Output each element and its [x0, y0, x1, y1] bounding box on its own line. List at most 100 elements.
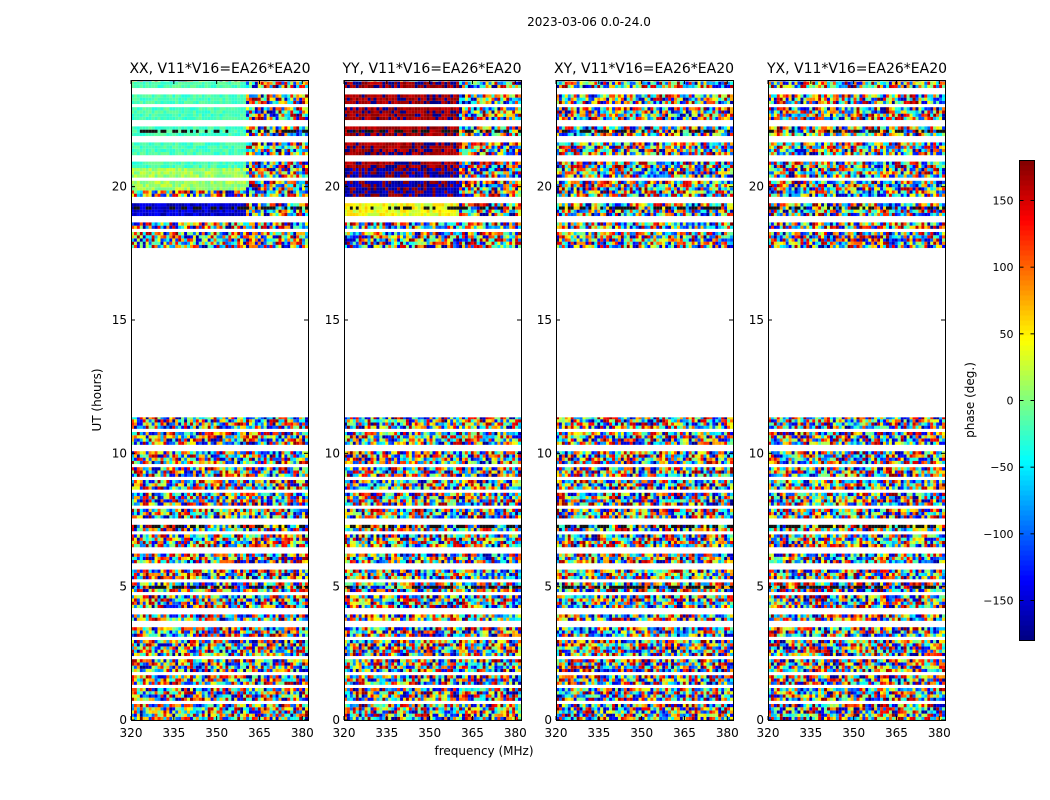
- heatmap-cell: [158, 618, 161, 621]
- heatmap-cell: [246, 710, 249, 713]
- heatmap-cell: [140, 646, 143, 649]
- heatmap-cell: [305, 602, 308, 605]
- heatmap-cell: [161, 598, 164, 601]
- heatmap-cell: [175, 605, 178, 608]
- heatmap-cell: [255, 666, 258, 669]
- heatmap-cell: [149, 707, 152, 710]
- heatmap-cell: [276, 678, 279, 681]
- heatmap-cell: [199, 662, 202, 665]
- heatmap-cell: [175, 650, 178, 653]
- heatmap-cell: [243, 688, 246, 691]
- heatmap-cell: [305, 605, 308, 608]
- heatmap-cell: [284, 646, 287, 649]
- heatmap-cell: [193, 691, 196, 694]
- heatmap-cell: [143, 710, 146, 713]
- heatmap-cell: [270, 614, 273, 617]
- heatmap-cell: [161, 666, 164, 669]
- heatmap-cell: [143, 694, 146, 697]
- heatmap-cell: [155, 688, 158, 691]
- heatmap-cell: [158, 653, 161, 656]
- heatmap-cell: [252, 704, 255, 707]
- heatmap-cell: [178, 653, 181, 656]
- heatmap-cell: [187, 710, 190, 713]
- heatmap-cell: [199, 698, 202, 701]
- heatmap-cell: [155, 634, 158, 637]
- heatmap-cell: [287, 669, 290, 672]
- heatmap-cell: [290, 640, 293, 643]
- heatmap-cell: [240, 640, 243, 643]
- heatmap-cell: [302, 618, 305, 621]
- heatmap-cell: [255, 704, 258, 707]
- heatmap-cell: [161, 662, 164, 665]
- heatmap-cell: [163, 634, 166, 637]
- heatmap-cell: [199, 710, 202, 713]
- heatmap-cell: [231, 605, 234, 608]
- heatmap-cell: [202, 669, 205, 672]
- heatmap-cell: [231, 707, 234, 710]
- heatmap-cell: [211, 627, 214, 630]
- heatmap-cell: [169, 614, 172, 617]
- heatmap-cell: [249, 650, 252, 653]
- heatmap-cell: [172, 710, 175, 713]
- heatmap-cell: [217, 630, 220, 633]
- heatmap-cell: [222, 643, 225, 646]
- heatmap-cell: [299, 614, 302, 617]
- heatmap-cell: [284, 618, 287, 621]
- heatmap-cell: [187, 714, 190, 717]
- heatmap-cell: [137, 627, 140, 630]
- heatmap-cell: [199, 669, 202, 672]
- heatmap-cell: [255, 707, 258, 710]
- heatmap-cell: [261, 714, 264, 717]
- heatmap-cell: [187, 618, 190, 621]
- heatmap-cell: [193, 666, 196, 669]
- heatmap-cell: [190, 682, 193, 685]
- heatmap-cell: [199, 678, 202, 681]
- heatmap-cell: [228, 640, 231, 643]
- heatmap-cell: [279, 691, 282, 694]
- heatmap-cell: [225, 678, 228, 681]
- heatmap-cell: [270, 704, 273, 707]
- heatmap-cell: [184, 669, 187, 672]
- heatmap-cell: [181, 646, 184, 649]
- heatmap-cell: [161, 650, 164, 653]
- heatmap-cell: [234, 650, 237, 653]
- heatmap-cell: [240, 634, 243, 637]
- heatmap-cell: [281, 618, 284, 621]
- heatmap-cell: [146, 717, 149, 720]
- heatmap-cell: [225, 698, 228, 701]
- heatmap-cell: [202, 717, 205, 720]
- heatmap-cell: [199, 675, 202, 678]
- heatmap-cell: [158, 650, 161, 653]
- heatmap-cell: [158, 643, 161, 646]
- heatmap-cell: [169, 662, 172, 665]
- heatmap-cell: [252, 659, 255, 662]
- heatmap-cell: [246, 662, 249, 665]
- heatmap-cell: [287, 659, 290, 662]
- heatmap-cell: [267, 707, 270, 710]
- heatmap-cell: [261, 678, 264, 681]
- heatmap-cell: [270, 688, 273, 691]
- heatmap-cell: [158, 627, 161, 630]
- heatmap-cell: [166, 630, 169, 633]
- heatmap-cell: [246, 602, 249, 605]
- heatmap-cell: [220, 646, 223, 649]
- heatmap-cell: [163, 704, 166, 707]
- heatmap-cell: [255, 627, 258, 630]
- heatmap-cell: [258, 630, 261, 633]
- heatmap-cell: [211, 662, 214, 665]
- heatmap-cell: [175, 602, 178, 605]
- heatmap-cell: [137, 666, 140, 669]
- heatmap-cell: [137, 618, 140, 621]
- heatmap-cell: [163, 598, 166, 601]
- heatmap-cell: [190, 634, 193, 637]
- heatmap-cell: [137, 710, 140, 713]
- heatmap-cell: [208, 688, 211, 691]
- heatmap-cell: [169, 602, 172, 605]
- heatmap-cell: [205, 682, 208, 685]
- heatmap-cell: [225, 694, 228, 697]
- heatmap-cell: [169, 688, 172, 691]
- heatmap-cell: [240, 704, 243, 707]
- heatmap-cell: [193, 688, 196, 691]
- heatmap-cell: [175, 634, 178, 637]
- heatmap-cell: [193, 675, 196, 678]
